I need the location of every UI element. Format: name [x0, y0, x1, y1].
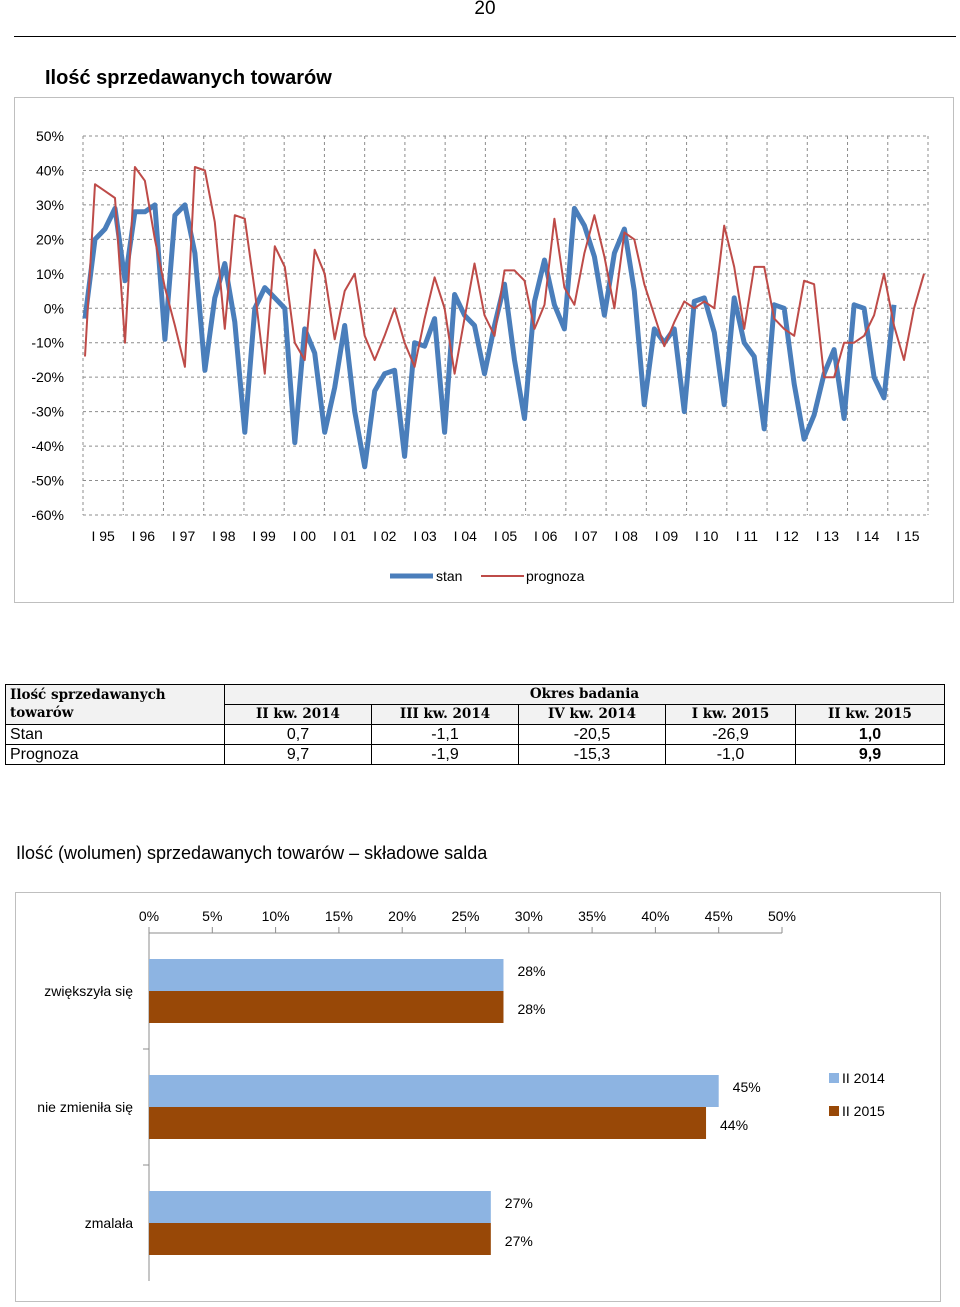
data-label: 27%	[505, 1195, 533, 1211]
x-tick-label: I 00	[293, 528, 317, 544]
table-cell: 9,9	[795, 744, 945, 765]
table-label-line1: Ilość sprzedawanych	[10, 687, 166, 703]
x-tick-label: I 11	[736, 528, 759, 544]
table-cell: 9,7	[224, 744, 372, 765]
bar-II-2014	[149, 1075, 719, 1107]
x-tick-label: I 03	[413, 528, 437, 544]
y-tick-label: -20%	[31, 369, 64, 385]
x-tick-label: I 09	[655, 528, 679, 544]
x-tick-label: I 13	[816, 528, 840, 544]
bar-II-2015	[149, 991, 504, 1023]
table-cell: -1,9	[371, 744, 519, 765]
table-row-label: Prognoza	[5, 744, 225, 765]
y-tick-label: 50%	[36, 128, 64, 144]
section-title: Ilość sprzedawanych towarów	[45, 67, 332, 89]
table-cell: -1,0	[665, 744, 796, 765]
x-tick-label: I 95	[91, 528, 115, 544]
x-tick-label: I 08	[615, 528, 639, 544]
x-tick-label: I 05	[494, 528, 518, 544]
x-tick-label: I 04	[454, 528, 478, 544]
bar-II-2014	[149, 1191, 491, 1223]
y-tick-label: -50%	[31, 473, 64, 489]
bar-II-2014	[149, 959, 504, 991]
x-tick-label: I 12	[775, 528, 799, 544]
table-cell: 1,0	[795, 724, 945, 745]
table-row-label: Stan	[5, 724, 225, 745]
legend-label: II 2015	[842, 1103, 885, 1119]
y-tick-label: 10%	[36, 266, 64, 282]
x-tick-label: I 07	[574, 528, 598, 544]
table-cell: -20,5	[518, 724, 666, 745]
table-group-header: Okres badania	[224, 684, 945, 705]
x-tick-label: I 98	[212, 528, 236, 544]
category-label: zwiększyła się	[44, 983, 133, 999]
data-table: Ilość sprzedawanych towarów Okres badani…	[5, 684, 945, 765]
bar-II-2015	[149, 1223, 491, 1255]
table-row: Stan 0,7 -1,1 -20,5 -26,9 1,0	[5, 724, 945, 745]
line-chart: 50% 40% 30% 20% 10% 0% -10% -20% -30% -40% -50% -60…	[31, 128, 929, 584]
data-label: 45%	[733, 1079, 761, 1095]
y-tick-label: -60%	[31, 507, 64, 523]
series-line-stan	[82, 202, 897, 470]
table-cell: -26,9	[665, 724, 796, 745]
category-label: nie zmieniła się	[37, 1099, 133, 1115]
header-rule	[14, 36, 956, 37]
x-tick-label: I 10	[695, 528, 719, 544]
table-row: Prognoza 9,7 -1,9 -15,3 -1,0 9,9	[5, 744, 945, 765]
data-label: 28%	[517, 963, 545, 979]
data-label: 28%	[517, 1001, 545, 1017]
data-label: 27%	[505, 1233, 533, 1249]
legend-swatch	[829, 1106, 839, 1116]
legend-label: stan	[436, 568, 462, 584]
x-tick-label: 40%	[641, 908, 669, 924]
page-number: 20	[474, 0, 496, 19]
table-cell: -15,3	[518, 744, 666, 765]
series-line-prognoza	[84, 166, 925, 379]
x-tick-label: I 97	[172, 528, 196, 544]
x-tick-label: I 14	[856, 528, 880, 544]
y-tick-label: -10%	[31, 335, 64, 351]
x-tick-label: I 06	[534, 528, 558, 544]
x-tick-label: 25%	[451, 908, 479, 924]
x-tick-label: I 15	[896, 528, 920, 544]
table-period-header: IV kw. 2014	[518, 704, 666, 725]
x-tick-label: 50%	[768, 908, 796, 924]
x-tick-label: I 02	[373, 528, 397, 544]
x-tick-label: 30%	[515, 908, 543, 924]
category-label: zmalała	[85, 1215, 133, 1231]
y-tick-label: 20%	[36, 231, 64, 247]
table-period-header: III kw. 2014	[371, 704, 519, 725]
x-tick-label: I 01	[333, 528, 357, 544]
table-period-header: II kw. 2015	[795, 704, 945, 725]
y-tick-label: -30%	[31, 404, 64, 420]
y-tick-label: 0%	[44, 300, 64, 316]
table-label-line2: towarów	[10, 705, 74, 721]
x-tick-label: 10%	[262, 908, 290, 924]
x-tick-label: I 99	[252, 528, 276, 544]
x-tick-label: 20%	[388, 908, 416, 924]
bar-chart-frame: 0% 5% 10% 15% 20% 25% 30% 35% 40% 45% 50% zwiększył…	[15, 892, 941, 1302]
line-chart-frame: 50% 40% 30% 20% 10% 0% -10% -20% -30% -40% -50% -60…	[14, 97, 954, 603]
table-period-header: II kw. 2014	[224, 704, 372, 725]
bar-II-2015	[149, 1107, 707, 1139]
data-label: 44%	[720, 1117, 748, 1133]
section-title-2: Ilość (wolumen) sprzedawanych towarów – …	[16, 843, 488, 863]
legend-label: prognoza	[526, 568, 585, 584]
legend-swatch	[829, 1073, 839, 1083]
bar-chart: 0% 5% 10% 15% 20% 25% 30% 35% 40% 45% 50% zwiększył…	[37, 908, 885, 1281]
table-period-header: I kw. 2015	[665, 704, 796, 725]
x-tick-label: I 96	[132, 528, 156, 544]
x-tick-label: 5%	[202, 908, 222, 924]
y-tick-label: -40%	[31, 438, 64, 454]
table-cell: 0,7	[224, 724, 372, 745]
y-tick-label: 40%	[36, 162, 64, 178]
x-tick-label: 15%	[325, 908, 353, 924]
table-label-cell: Ilość sprzedawanych towarów	[5, 684, 225, 725]
table-cell: -1,1	[371, 724, 519, 745]
x-tick-label: 45%	[705, 908, 733, 924]
x-tick-label: 35%	[578, 908, 606, 924]
y-tick-label: 30%	[36, 197, 64, 213]
legend-label: II 2014	[842, 1070, 885, 1086]
x-tick-label: 0%	[139, 908, 159, 924]
